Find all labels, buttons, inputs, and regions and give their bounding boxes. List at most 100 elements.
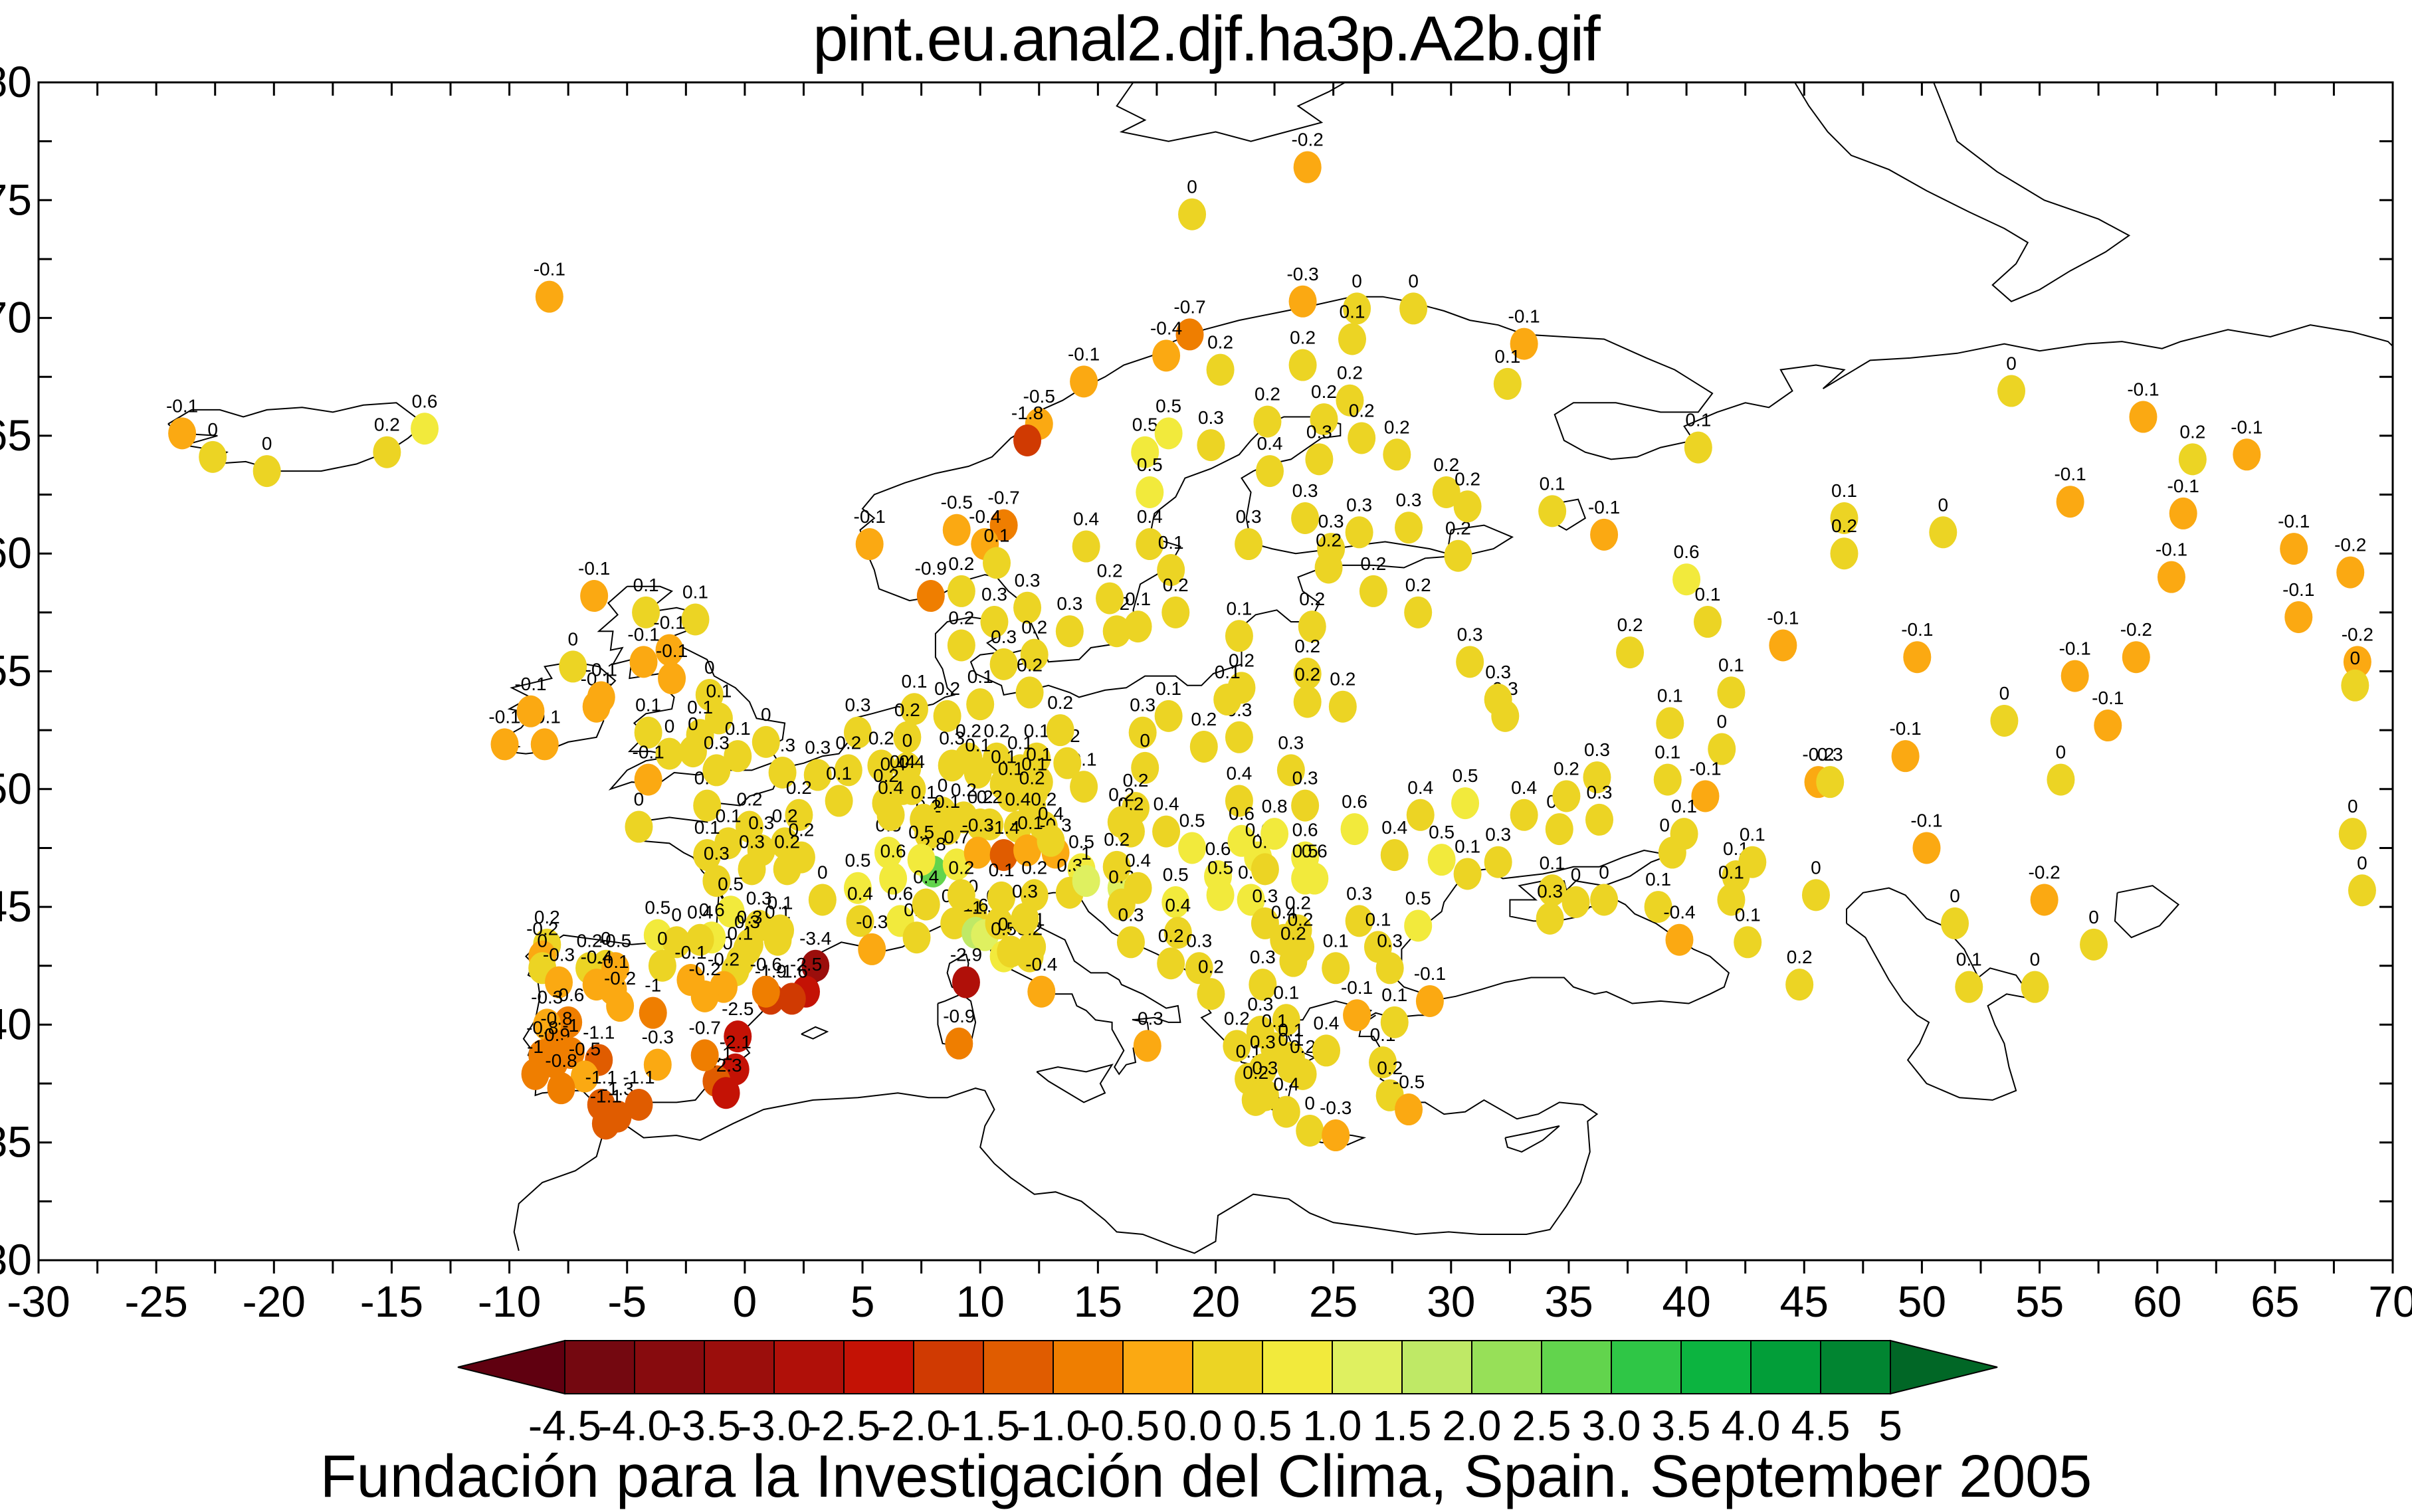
station-value-label: -2.5: [790, 954, 822, 975]
station-value-label: 0.2: [1021, 617, 1047, 638]
station-value-label: 0.1: [911, 782, 937, 803]
station-dot: [1293, 686, 1322, 718]
y-tick-label: 45: [0, 882, 32, 931]
station-dot: [411, 413, 439, 445]
station-value-label: 0.5: [1405, 888, 1431, 908]
station-dot: [1152, 339, 1181, 372]
station-dot: [989, 839, 1018, 872]
x-tick-label: 0: [733, 1277, 757, 1326]
station-value-label: 0.3: [1186, 930, 1212, 951]
station-value-label: 0: [1187, 177, 1197, 197]
station-value-label: 0: [2030, 949, 2041, 970]
station-dot: [1152, 815, 1181, 848]
station-dot: [785, 799, 813, 831]
station-value-label: 0.2: [788, 820, 814, 840]
station-value-label: 0.2: [1360, 553, 1386, 574]
station-dot: [916, 580, 945, 613]
station-value-label: 0.3: [1252, 1058, 1278, 1078]
station-value-label: -0.1: [627, 624, 659, 644]
x-tick-label: 40: [1662, 1277, 1710, 1326]
station-dot: [1276, 754, 1305, 787]
station-value-label: 0.1: [1156, 678, 1181, 699]
station-value-label: -0.5: [941, 492, 973, 513]
station-value-label: -3.4: [799, 928, 831, 949]
station-value-label: -1.1: [590, 1086, 622, 1106]
station-value-label: 0.3: [1250, 947, 1276, 967]
station-value-label: 1: [1081, 843, 1092, 864]
station-dot: [1102, 615, 1131, 648]
station-dot: [1322, 1119, 1350, 1152]
station-dot: [1310, 403, 1338, 436]
station-dot: [1163, 917, 1192, 949]
station-value-label: 0.1: [1024, 721, 1050, 741]
station-value-label: 0.2: [1123, 770, 1149, 791]
station-value-label: 0.2: [1243, 1062, 1268, 1083]
station-dot: [1013, 591, 1042, 624]
station-value-label: 0.5: [1179, 810, 1205, 830]
station-value-label: 0.7: [944, 826, 969, 847]
station-dot: [373, 436, 401, 468]
station-dot: [801, 949, 830, 982]
station-value-label: 0.2: [737, 789, 763, 810]
station-dot: [1561, 886, 1590, 919]
station-value-label: 0.1: [1657, 686, 1683, 706]
station-value-label: 0.2: [1198, 956, 1224, 977]
station-value-label: -0.1: [514, 674, 546, 694]
station-value-label: 0.2: [1207, 332, 1233, 353]
station-dot: [1665, 923, 1694, 956]
station-dot: [1717, 676, 1746, 709]
station-dot: [1305, 443, 1334, 476]
station-dot: [1293, 151, 1322, 183]
station-value-label: -1.1: [585, 1067, 617, 1087]
station-dot: [1296, 1114, 1324, 1147]
station-dot: [1453, 490, 1482, 523]
colorbar-tick-label: -4.0: [598, 1402, 671, 1450]
station-value-label: 0.2: [1384, 417, 1410, 437]
colorbar-tick-label: 1.5: [1373, 1402, 1432, 1450]
coastline-path: [801, 1026, 829, 1040]
station-value-label: -0.2: [1292, 130, 1324, 150]
colorbar-segment: [704, 1340, 775, 1394]
station-dot: [2233, 438, 2261, 471]
colorbar-segment: [1122, 1340, 1193, 1394]
station-dot: [712, 1077, 740, 1109]
station-value-label: 0.2: [1108, 784, 1134, 804]
station-dot: [693, 839, 722, 872]
station-value-label: 0.2: [1191, 709, 1217, 729]
station-dot: [2129, 401, 2158, 433]
station-value-label: 0.2: [1255, 384, 1280, 405]
station-dot: [1484, 684, 1512, 716]
station-dot: [1178, 832, 1207, 864]
station-dot: [1493, 367, 1522, 400]
station-value-label: -0.2: [2342, 624, 2373, 644]
station-dot: [858, 933, 886, 965]
station-dot: [634, 763, 662, 796]
station-value-label: 0.2: [1455, 468, 1480, 489]
station-dot: [1013, 834, 1042, 866]
station-value-label: 0.6: [1302, 841, 1328, 862]
station-dot: [808, 884, 837, 916]
station-dot: [1291, 502, 1320, 535]
station-dot: [168, 417, 197, 450]
station-value-label: 0.5: [718, 874, 744, 894]
station-dot: [658, 662, 686, 695]
station-dot: [2047, 763, 2075, 796]
station-value-label: 0: [601, 928, 611, 949]
station-dot: [1053, 747, 1082, 779]
station-dot: [1027, 975, 1056, 1008]
station-value-label: 0.3: [1015, 570, 1041, 591]
page-title: pint.eu.anal2.djf.ha3p.A2b.gif: [813, 3, 1601, 74]
station-dot: [1237, 884, 1265, 916]
station-value-label: 0.5: [1156, 395, 1181, 416]
colorbar-segment: [1332, 1340, 1403, 1394]
station-value-label: 0: [1140, 730, 1150, 751]
station-dot: [1769, 629, 1797, 662]
station-value-label: 0.6: [1229, 803, 1255, 824]
station-value-label: -1.6: [776, 961, 808, 981]
station-value-label: 0.2: [1405, 575, 1431, 595]
station-value-label: -0.1: [2092, 688, 2124, 708]
station-value-label: 0.2: [1554, 758, 1579, 779]
station-dot: [681, 603, 710, 636]
station-value-label: 0: [657, 928, 668, 949]
colorbar-segment: [1820, 1340, 1891, 1394]
